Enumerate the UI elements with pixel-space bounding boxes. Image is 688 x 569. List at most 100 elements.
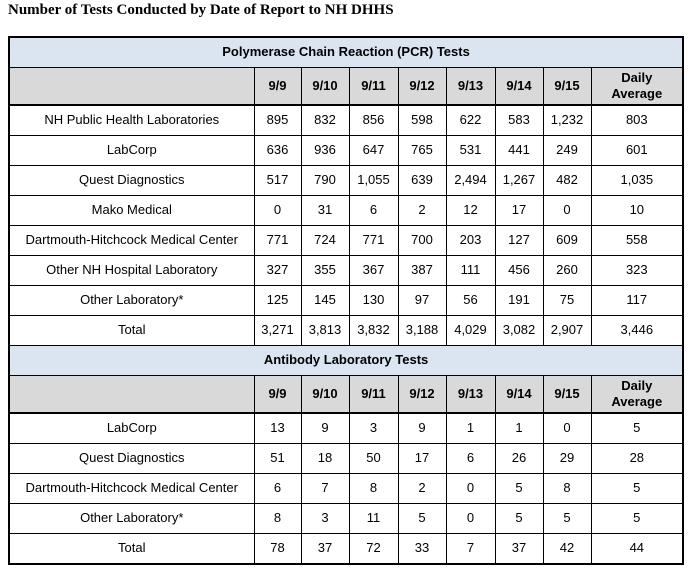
value-cell: 10 [590,195,684,226]
row-label: Quest Diagnostics [8,443,255,474]
value-cell: 9 [300,412,350,444]
table-row: Other NH Hospital Laboratory 327 355 367 387… [8,255,684,286]
value-cell: 5 [590,412,684,444]
value-cell: 2,494 [445,165,496,196]
total-value-cell: 3,832 [348,315,399,346]
column-header-label: 9/15 [554,385,580,401]
value-cell: 5 [494,503,544,534]
total-value-cell: 3,082 [494,315,544,346]
value-cell: 191 [494,285,544,316]
value-cell: 28 [590,443,684,474]
value-cell: 517 [253,165,302,196]
table-row: Other Laboratory* 8 3 11 5 0 5 5 5 [8,503,684,534]
date-header: 9/11 [348,67,399,106]
row-label: Other Laboratory* [8,285,255,316]
value-cell: 111 [445,255,496,286]
total-value-cell: 78 [253,533,302,565]
value-cell: 387 [397,255,447,286]
total-value-cell: 72 [348,533,399,565]
value-cell: 647 [348,135,399,166]
tests-table: Polymerase Chain Reaction (PCR) Tests 9/9… [8,36,685,565]
date-header: 9/12 [397,67,447,106]
total-value-cell: 37 [300,533,350,565]
value-cell: 531 [445,135,496,166]
total-value-cell: 7 [445,533,496,565]
value-cell: 724 [300,225,350,256]
value-cell: 3 [300,503,350,534]
total-value-cell: 3,271 [253,315,302,346]
table-row: Dartmouth-Hitchcock Medical Center 6 7 8 2 0 5… [8,473,684,504]
column-header-row: 9/9 9/10 9/11 9/12 9/13 9/14 9/15 Daily Average [8,375,684,414]
value-cell: 17 [494,195,544,226]
row-label: Quest Diagnostics [8,165,255,196]
table-row: LabCorp 636 936 647 765 531 441 249 601 [8,135,684,166]
value-cell: 127 [494,225,544,256]
value-cell: 0 [542,195,592,226]
value-cell: 1 [494,412,544,444]
total-row: Total 3,271 3,813 3,832 3,188 4,029 3,082 2,907… [8,315,684,346]
column-header-label: 9/10 [312,385,338,401]
value-cell: 145 [300,285,350,316]
value-cell: 832 [300,104,350,136]
date-header: 9/11 [348,375,399,414]
page-title: Number of Tests Conducted by Date of Rep… [8,2,394,18]
value-cell: 355 [300,255,350,286]
value-cell: 203 [445,225,496,256]
date-header: 9/10 [300,375,350,414]
row-label: Other Laboratory* [8,503,255,534]
value-cell: 2 [397,473,447,504]
table-row: NH Public Health Laboratories 895 832 856 59… [8,104,684,136]
value-cell: 5 [397,503,447,534]
date-header: 9/14 [494,375,544,414]
value-cell: 0 [445,503,496,534]
total-label: Total [8,533,255,565]
value-cell: 5 [590,473,684,504]
date-header: 9/13 [445,375,496,414]
daily-average-header: Daily Average [590,67,684,106]
date-header: 9/9 [253,375,302,414]
value-cell: 367 [348,255,399,286]
value-cell: 0 [542,412,592,444]
column-header-label: 9/14 [506,385,532,401]
value-cell: 130 [348,285,399,316]
value-cell: 125 [253,285,302,316]
value-cell: 260 [542,255,592,286]
value-cell: 327 [253,255,302,286]
value-cell: 5 [494,473,544,504]
date-header: 9/9 [253,67,302,106]
table-body: Polymerase Chain Reaction (PCR) Tests 9/9… [8,36,684,565]
column-header-label: 9/13 [457,385,484,401]
column-header-label: 9/11 [361,77,386,93]
value-cell: 117 [590,285,684,316]
row-label: Other NH Hospital Laboratory [8,255,255,286]
value-cell: 771 [253,225,302,256]
row-label: Dartmouth-Hitchcock Medical Center [8,225,255,256]
total-label: Total [8,315,255,346]
column-header-label: 9/12 [409,385,435,401]
section-title: Polymerase Chain Reaction (PCR) Tests [8,36,684,68]
value-cell: 0 [253,195,302,226]
value-cell: 7 [300,473,350,504]
column-header-label: 9/15 [554,77,580,93]
total-value-cell: 37 [494,533,544,565]
row-label: NH Public Health Laboratories [8,104,255,136]
date-header: 9/12 [397,375,447,414]
value-cell: 8 [542,473,592,504]
value-cell: 0 [445,473,496,504]
value-cell: 771 [348,225,399,256]
value-cell: 2 [397,195,447,226]
date-header: 9/15 [542,375,592,414]
value-cell: 1,232 [542,104,592,136]
value-cell: 639 [397,165,447,196]
value-cell: 558 [590,225,684,256]
value-cell: 75 [542,285,592,316]
value-cell: 13 [253,412,302,444]
section-title: Antibody Laboratory Tests [8,345,684,376]
date-header: 9/13 [445,67,496,106]
column-header-label: 9/9 [268,385,287,401]
table-row: Quest Diagnostics 51 18 50 17 6 26 29 28 [8,443,684,474]
total-value-cell: 3,188 [397,315,447,346]
table-row: Quest Diagnostics 517 790 1,055 639 2,494 1,26… [8,165,684,196]
value-cell: 441 [494,135,544,166]
